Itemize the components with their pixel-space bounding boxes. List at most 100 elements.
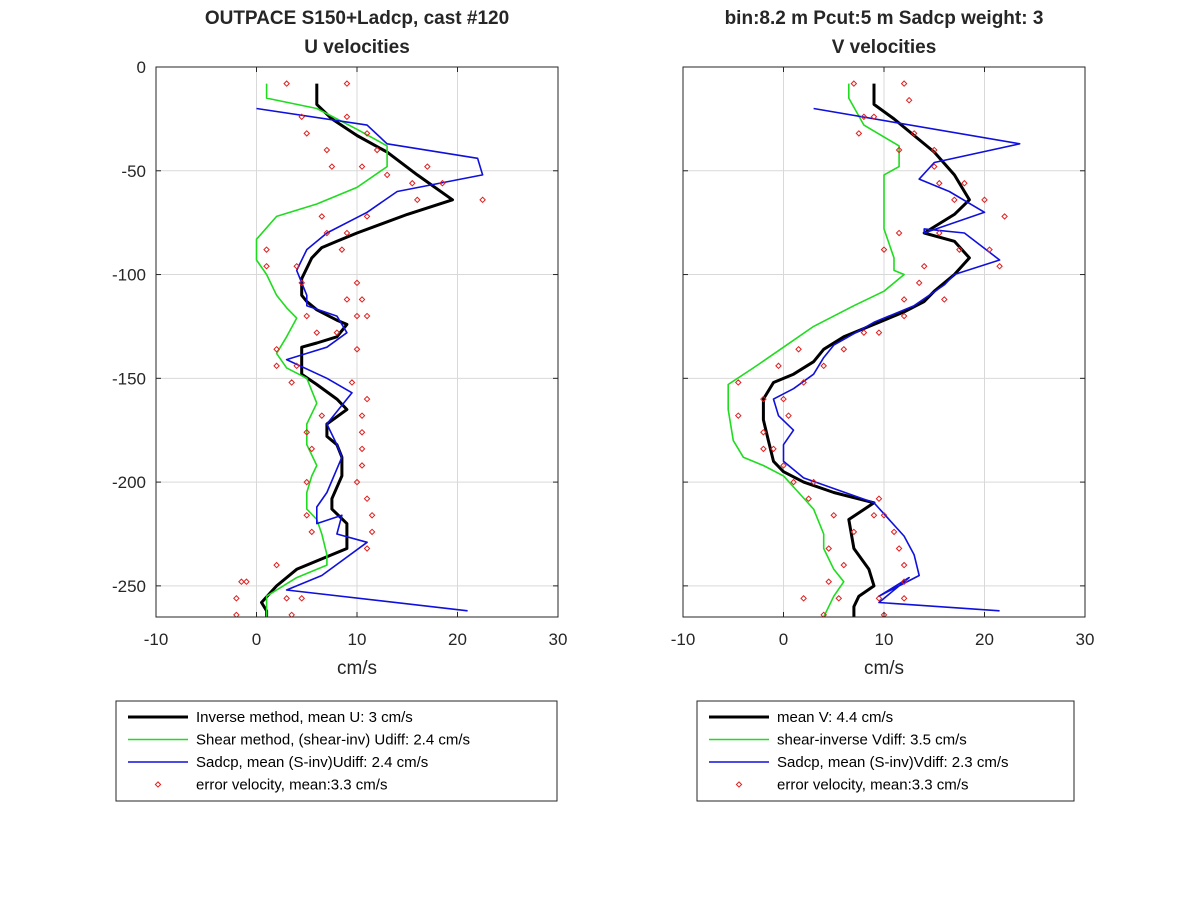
- legend-entry-label: Shear method, (shear-inv) Udiff: 2.4 cm/…: [196, 732, 470, 749]
- error-velocity-point: [283, 595, 290, 602]
- error-velocity-point: [790, 478, 797, 486]
- error-velocity-point: [308, 528, 316, 536]
- x-tick-label: 20: [975, 630, 994, 649]
- x-axis-label: cm/s: [337, 658, 377, 679]
- error-velocity-point: [855, 130, 863, 137]
- y-tick-label: -200: [112, 473, 146, 492]
- error-velocity-point: [353, 478, 361, 486]
- error-velocity-point: [920, 262, 928, 270]
- series-line-2: [727, 83, 905, 617]
- chart-title: U velocities: [304, 37, 410, 58]
- y-tick-label: -250: [112, 577, 146, 596]
- error-velocity-point: [880, 611, 888, 617]
- series-line-2: [255, 83, 388, 617]
- error-velocity-point: [358, 412, 366, 419]
- error-velocity-point: [800, 595, 807, 602]
- error-velocity-point: [368, 511, 376, 519]
- error-velocity-point: [353, 279, 361, 287]
- error-velocity-point: [263, 246, 270, 253]
- error-velocity-point: [424, 163, 431, 170]
- y-tick-label: -50: [121, 162, 146, 181]
- error-velocity-point: [343, 229, 351, 237]
- error-velocity-point: [775, 362, 782, 370]
- series-line-3: [256, 107, 484, 612]
- x-tick-label: 30: [1076, 630, 1095, 649]
- error-velocity-point: [820, 611, 828, 617]
- error-velocity-point: [358, 428, 366, 436]
- error-velocity-point: [890, 528, 898, 536]
- legend-entry-label: error velocity, mean:3.3 cm/s: [196, 777, 387, 794]
- error-velocity-point: [479, 196, 486, 204]
- error-velocity-point: [353, 312, 361, 320]
- error-velocity-point: [860, 329, 868, 336]
- error-velocity-point: [338, 246, 346, 253]
- error-velocity-point: [288, 611, 295, 617]
- chart-title: OUTPACE S150+Ladcp, cast #120: [205, 8, 509, 29]
- x-tick-label: 30: [549, 630, 568, 649]
- error-velocity-point: [795, 345, 802, 353]
- error-velocity-point: [734, 379, 742, 386]
- legend-entry-label: Inverse method, mean U: 3 cm/s: [196, 709, 413, 726]
- error-velocity-point: [343, 113, 351, 121]
- error-velocity-point: [303, 312, 311, 320]
- error-velocity-point: [810, 478, 817, 486]
- error-velocity-point: [298, 595, 306, 602]
- x-tick-label: -10: [671, 630, 696, 649]
- error-velocity-point: [900, 595, 908, 602]
- error-velocity-point: [870, 511, 878, 519]
- error-velocity-point: [328, 163, 336, 170]
- error-velocity-point: [895, 229, 903, 237]
- error-velocity-point: [895, 545, 903, 552]
- error-velocity-point: [910, 130, 918, 137]
- error-velocity-point: [358, 462, 366, 469]
- error-velocity-point: [875, 495, 883, 503]
- legend-entry-label: shear-inverse Vdiff: 3.5 cm/s: [777, 732, 967, 749]
- error-velocity-point: [313, 329, 321, 336]
- x-tick-label: -10: [144, 630, 169, 649]
- legend-box: [115, 700, 558, 802]
- error-velocity-point: [900, 80, 908, 87]
- error-velocity-point: [981, 196, 988, 204]
- error-velocity-point: [860, 113, 868, 121]
- error-velocity-point: [383, 171, 391, 179]
- error-velocity-point: [930, 146, 938, 154]
- error-velocity-point: [273, 362, 280, 370]
- error-velocity-point: [915, 279, 923, 287]
- error-velocity-point: [780, 395, 787, 403]
- error-velocity-point: [263, 262, 270, 270]
- error-velocity-point: [439, 179, 446, 187]
- series-group: [233, 80, 486, 617]
- x-axis-label: cm/s: [864, 658, 904, 679]
- error-velocity-point: [308, 445, 316, 453]
- error-velocity-point: [935, 179, 943, 187]
- error-velocity-point: [333, 329, 341, 336]
- legend: Inverse method, mean U: 3 cm/s Shear meth…: [115, 700, 558, 802]
- error-velocity-point: [951, 196, 958, 204]
- error-velocity-point: [298, 113, 306, 121]
- error-velocity-point: [413, 196, 421, 204]
- y-tick-label: 0: [137, 58, 146, 77]
- error-velocity-point: [996, 262, 1003, 270]
- error-velocity-point: [408, 179, 416, 187]
- error-velocity-point: [233, 611, 240, 617]
- error-velocity-point: [830, 511, 838, 519]
- error-velocity-point: [956, 246, 963, 253]
- error-velocity-point: [298, 279, 306, 287]
- legend: mean V: 4.4 cm/s shear-inverse Vdiff: 3.5…: [696, 700, 1075, 802]
- error-velocity-point: [825, 545, 833, 552]
- series-line-1: [761, 83, 971, 617]
- error-velocity-point: [303, 130, 311, 137]
- error-velocity-point: [850, 528, 858, 536]
- legend-entry-label: mean V: 4.4 cm/s: [777, 709, 893, 726]
- error-velocity-point: [905, 96, 913, 104]
- error-velocity-point: [323, 146, 331, 154]
- error-velocity-point: [760, 428, 767, 436]
- error-velocity-point: [358, 296, 366, 303]
- error-velocity-point: [760, 445, 767, 453]
- error-velocity-point: [323, 229, 331, 237]
- error-velocity-point: [363, 213, 371, 220]
- legend-entry-label: error velocity, mean:3.3 cm/s: [777, 777, 968, 794]
- error-velocity-point: [875, 329, 883, 336]
